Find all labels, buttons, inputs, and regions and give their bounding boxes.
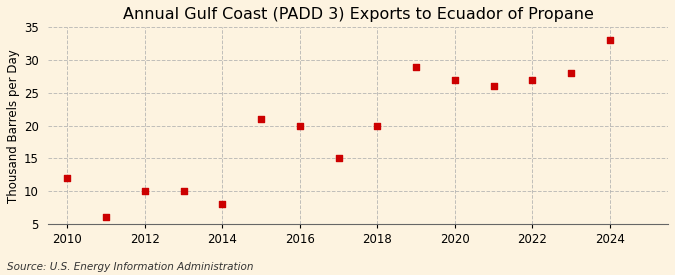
- Point: [178, 189, 189, 193]
- Y-axis label: Thousand Barrels per Day: Thousand Barrels per Day: [7, 49, 20, 202]
- Title: Annual Gulf Coast (PADD 3) Exports to Ecuador of Propane: Annual Gulf Coast (PADD 3) Exports to Ec…: [123, 7, 593, 22]
- Point: [372, 123, 383, 128]
- Point: [101, 215, 111, 220]
- Point: [488, 84, 499, 89]
- Point: [450, 78, 460, 82]
- Point: [217, 202, 227, 207]
- Point: [62, 176, 73, 180]
- Point: [566, 71, 576, 75]
- Point: [605, 38, 616, 43]
- Text: Source: U.S. Energy Information Administration: Source: U.S. Energy Information Administ…: [7, 262, 253, 272]
- Point: [411, 64, 422, 69]
- Point: [140, 189, 151, 193]
- Point: [333, 156, 344, 161]
- Point: [256, 117, 267, 121]
- Point: [294, 123, 305, 128]
- Point: [527, 78, 538, 82]
